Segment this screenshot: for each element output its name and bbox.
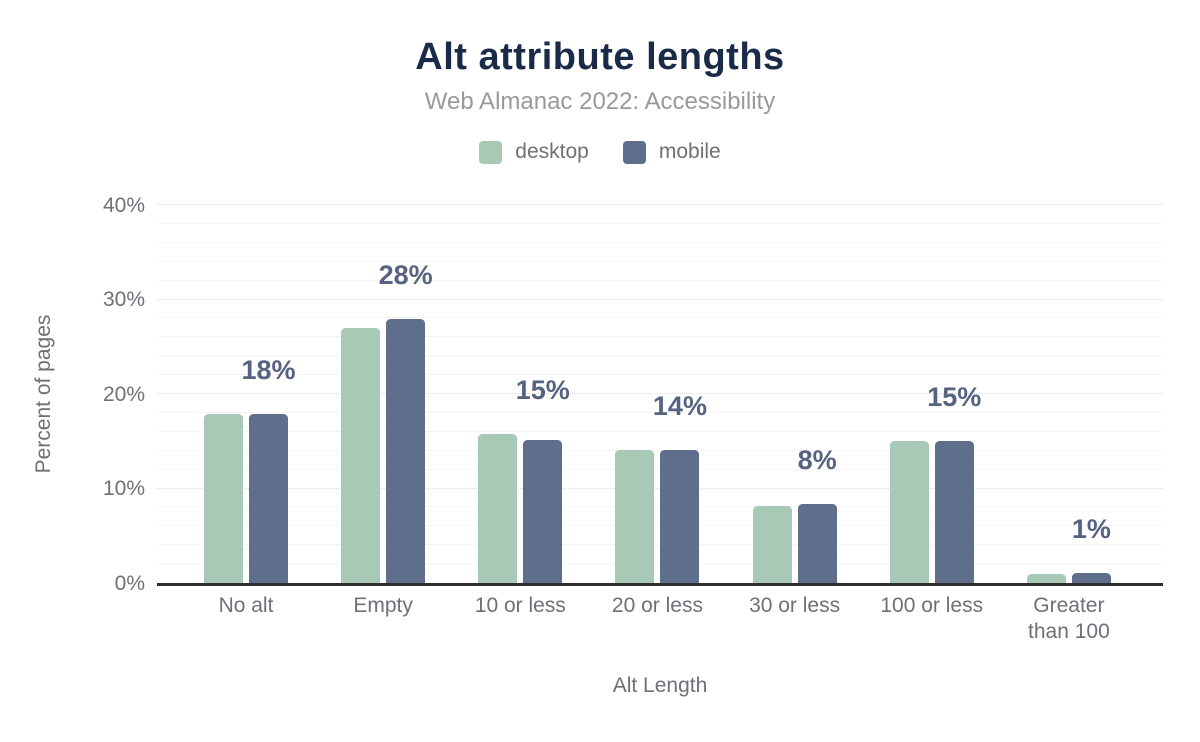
legend-item-desktop[interactable]: desktop	[479, 140, 589, 164]
minor-gridline	[157, 374, 1163, 376]
major-gridline	[157, 487, 1163, 489]
bar-desktop-10-or-less[interactable]	[478, 433, 518, 583]
y-tick-label-30: 30%	[102, 288, 145, 311]
y-tick-label-40: 40%	[102, 193, 145, 217]
x-axis-title: Alt Length	[612, 674, 708, 697]
minor-gridline	[157, 430, 1163, 432]
bar-mobile-20-or-less[interactable]	[660, 449, 700, 583]
bar-mobile-greater-than-100[interactable]	[1071, 572, 1111, 583]
bar-mobile-30-or-less[interactable]	[797, 503, 837, 583]
y-axis-title: Percent of pages	[32, 314, 55, 474]
minor-gridline	[157, 355, 1163, 357]
minor-gridline	[157, 468, 1163, 470]
bar-desktop-empty[interactable]	[341, 327, 381, 583]
plot-area: 0% 10% 20% 30% 40% 18% 28% 15% 14% 8% 15% 1%	[103, 195, 1163, 594]
minor-gridline	[157, 449, 1163, 451]
y-tick-label-20: 20%	[102, 382, 145, 406]
bar-desktop-greater-than-100[interactable]	[1026, 573, 1066, 583]
legend-item-mobile[interactable]: mobile	[622, 140, 721, 164]
bar-mobile-no-alt[interactable]	[249, 413, 288, 583]
bar-desktop-no-alt[interactable]	[204, 413, 243, 583]
value-label-100-or-less: 15%	[927, 382, 982, 413]
bar-mobile-empty[interactable]	[386, 319, 426, 583]
desktop-swatch	[479, 140, 503, 164]
x-tick-label-greater-than-100: Greater than 100	[1028, 594, 1110, 643]
legend: desktop mobile	[0, 140, 1200, 164]
minor-gridline	[157, 241, 1163, 243]
minor-gridline	[157, 544, 1163, 546]
minor-gridline	[157, 506, 1163, 508]
chart-title: Alt attribute lengths	[415, 36, 785, 78]
value-label-30-or-less: 8%	[797, 444, 837, 475]
mobile-swatch	[622, 140, 646, 164]
minor-gridline	[157, 525, 1163, 527]
major-gridline	[157, 298, 1163, 300]
minor-gridline	[157, 279, 1163, 281]
y-tick-label-0: 0%	[114, 571, 145, 595]
minor-gridline	[157, 222, 1163, 224]
bar-desktop-30-or-less[interactable]	[752, 506, 792, 583]
minor-gridline	[157, 563, 1163, 565]
y-tick-label-10: 10%	[102, 477, 145, 500]
value-label-greater-than-100: 1%	[1071, 513, 1111, 544]
x-tick-label-empty: Empty	[353, 594, 413, 617]
minor-gridline	[157, 317, 1163, 319]
value-label-10-or-less: 15%	[515, 374, 570, 405]
bar-desktop-20-or-less[interactable]	[615, 449, 655, 583]
x-tick-label-100-or-less: 100 or less	[880, 594, 984, 617]
bar-mobile-10-or-less[interactable]	[523, 440, 563, 583]
x-tick-label-20-or-less: 20 or less	[611, 594, 703, 617]
major-gridline	[157, 204, 1163, 205]
bar-mobile-100-or-less[interactable]	[934, 441, 974, 583]
value-label-20-or-less: 14%	[652, 390, 707, 421]
x-tick-label-no-alt: No alt	[218, 594, 274, 617]
legend-label-desktop: desktop	[515, 140, 589, 163]
chart-subtitle: Web Almanac 2022: Accessibility	[424, 88, 776, 115]
x-tick-label-10-or-less: 10 or less	[474, 594, 566, 617]
value-label-no-alt: 18%	[241, 354, 296, 385]
major-gridline	[157, 393, 1163, 394]
bar-desktop-100-or-less[interactable]	[889, 441, 929, 583]
minor-gridline	[157, 260, 1163, 262]
minor-gridline	[157, 411, 1163, 413]
minor-gridline	[157, 336, 1163, 338]
value-label-empty: 28%	[378, 260, 433, 291]
x-tick-label-30-or-less: 30 or less	[749, 594, 841, 617]
legend-label-mobile: mobile	[658, 140, 721, 163]
